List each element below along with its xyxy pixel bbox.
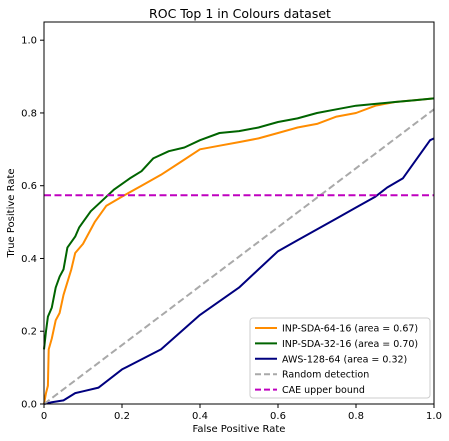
y-tick-label: 0.4	[21, 254, 37, 265]
y-axis-ticks: 0.0 0.2 0.4 0.6 0.8 1.0	[21, 36, 44, 411]
chart-title: ROC Top 1 in Colours dataset	[149, 6, 331, 21]
y-tick-label: 0.0	[21, 400, 37, 411]
series-line-4	[43, 108, 435, 405]
legend-label-3: AWS-128-64 (area = 0.32)	[282, 354, 407, 365]
x-tick-label: 0.2	[114, 411, 130, 422]
x-tick-label: 0.6	[270, 411, 286, 422]
x-tick-label: 0.8	[348, 411, 364, 422]
plot-frame	[43, 21, 435, 405]
legend-box	[249, 317, 431, 399]
x-axis-label: False Positive Rate	[193, 424, 286, 435]
series-line-1	[43, 97, 435, 405]
y-tick-label: 0.6	[21, 181, 37, 192]
x-axis-ticks: 0 0.2 0.4 0.6 0.8 1.0	[41, 404, 442, 422]
series-line-3	[43, 137, 435, 405]
legend-label-2: INP-SDA-32-16 (area = 0.70)	[282, 339, 418, 350]
x-tick-label: 0	[41, 411, 47, 422]
x-tick-label: 0.4	[192, 411, 208, 422]
series-line-2	[43, 97, 435, 350]
plot-lines	[43, 97, 435, 405]
legend-label-1: INP-SDA-64-16 (area = 0.67)	[282, 324, 418, 335]
y-tick-label: 0.8	[21, 108, 37, 119]
legend-label-4: Random detection	[282, 370, 369, 381]
legend-label-5: CAE upper bound	[282, 385, 365, 396]
x-tick-label: 1.0	[426, 411, 442, 422]
y-tick-label: 0.2	[21, 327, 37, 338]
y-axis-label: True Positive Rate	[6, 168, 17, 258]
y-tick-label: 1.0	[21, 36, 37, 47]
legend: INP-SDA-64-16 (area = 0.67) INP-SDA-32-16…	[249, 317, 431, 399]
